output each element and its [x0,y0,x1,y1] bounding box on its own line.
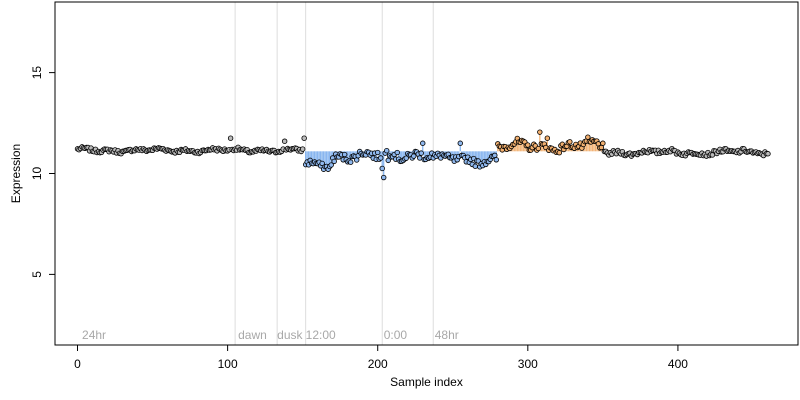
data-point [347,159,354,165]
data-point [281,138,288,144]
data-point [535,145,542,152]
data-point [331,158,337,165]
data-point [556,150,563,156]
data-points [74,129,771,181]
x-axis-title: Sample index [390,375,463,389]
data-point [378,155,384,161]
region-labels: 24hr dawn dusk 12:00 0:00 48hr [82,328,459,342]
region-label: dusk [277,328,303,342]
data-point [585,134,591,140]
x-tick-label: 0 [74,357,81,371]
region-label: 48hr [435,328,459,342]
data-point [417,155,423,161]
plot-frame [54,1,799,346]
data-point [765,151,771,157]
data-point [394,149,400,156]
region-label: 24hr [82,328,106,342]
y-axis: 5 10 15 [30,66,56,278]
data-point [525,142,531,148]
y-tick-label: 5 [30,271,44,278]
data-point [381,174,387,181]
data-point [375,149,381,156]
data-point [227,135,234,141]
data-point [472,163,478,169]
data-point [457,140,463,146]
region-divider-lines [234,2,434,345]
data-point [544,135,551,141]
data-point [301,135,307,141]
data-point [492,152,498,159]
data-point [567,139,573,145]
y-axis-title: Expression [9,144,23,203]
data-point [493,157,499,163]
region-label: dawn [238,328,267,342]
region-label: 12:00 [306,328,336,342]
data-point [379,165,385,172]
y-tick-label: 10 [30,167,44,181]
data-point [537,129,543,135]
x-tick-label: 200 [368,357,388,371]
data-point [403,155,409,161]
x-tick-label: 100 [218,357,238,371]
data-point [411,153,417,159]
data-point [600,140,606,146]
data-point [328,162,334,168]
data-point [420,140,426,146]
x-tick-label: 400 [668,357,688,371]
y-tick-label: 15 [30,66,44,80]
x-axis: 0 100 200 300 400 [74,344,688,371]
data-point [341,151,348,158]
region-label: 0:00 [384,328,408,342]
data-point [384,148,390,154]
data-point [299,146,306,152]
data-point [319,160,325,167]
data-point [418,150,424,156]
x-tick-label: 300 [518,357,538,371]
